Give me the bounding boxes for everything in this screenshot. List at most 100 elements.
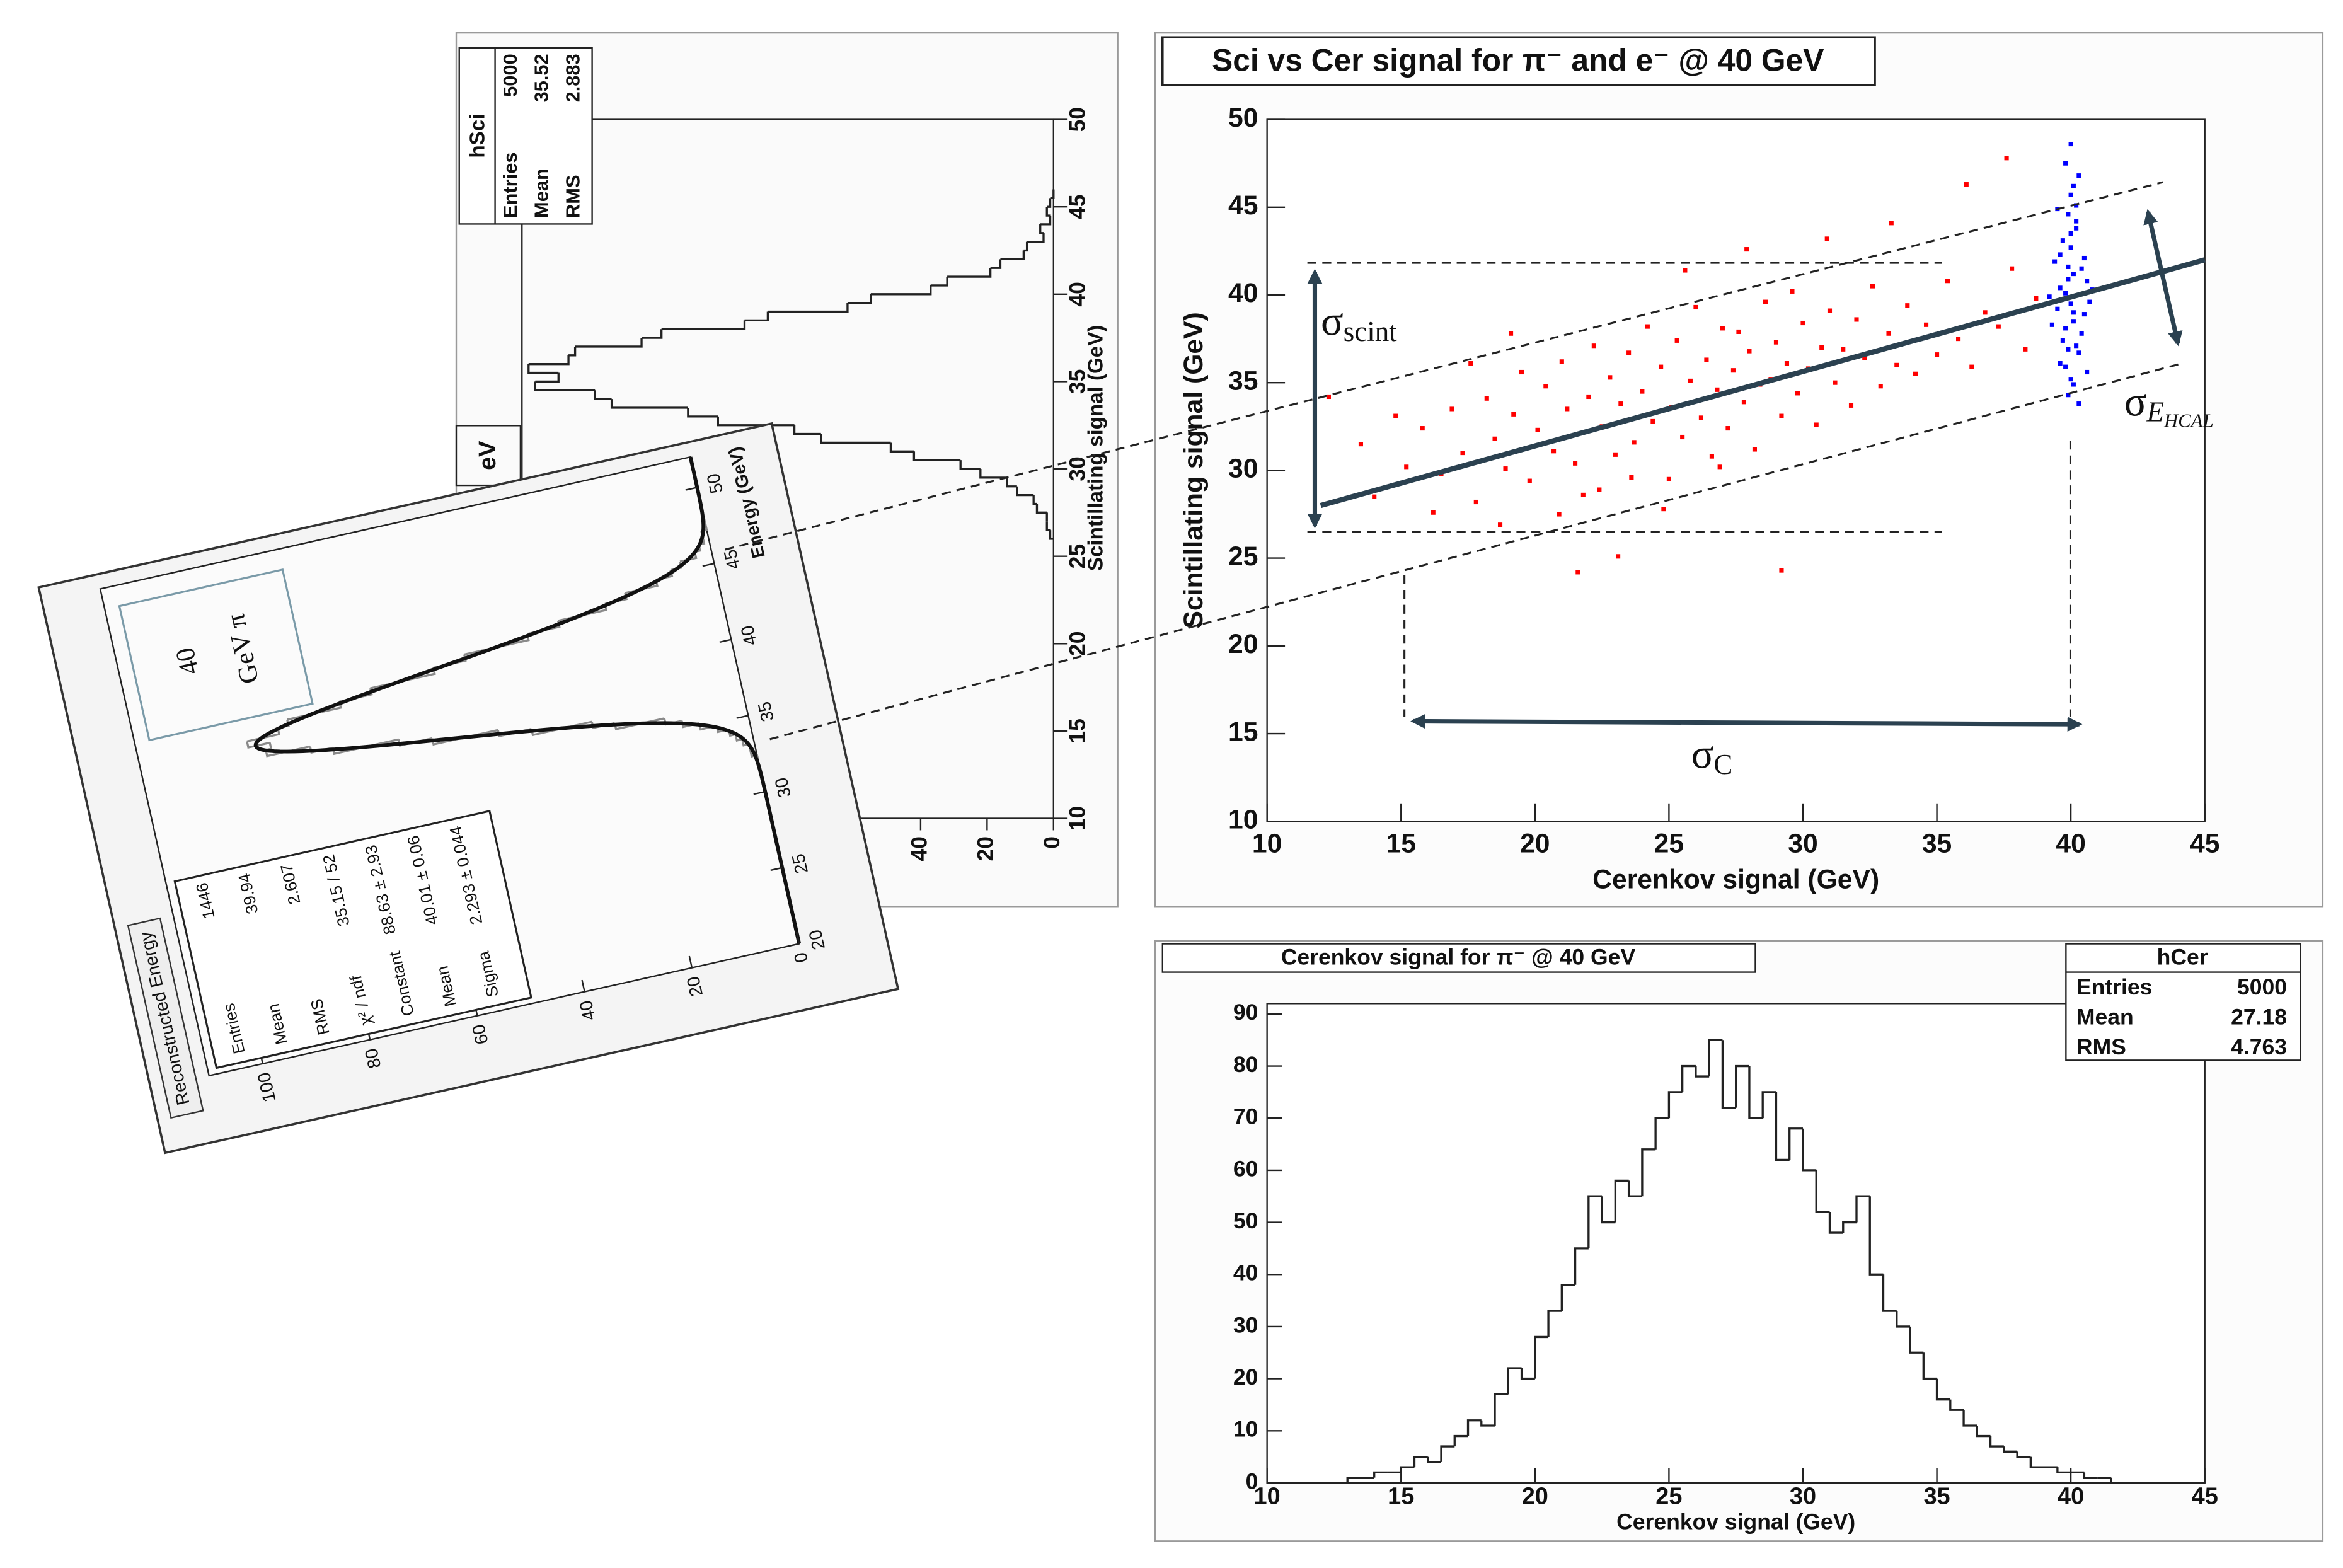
histogram-bin — [912, 451, 961, 461]
histogram-bin — [1882, 1274, 1897, 1312]
histogram-bin — [1721, 1040, 1736, 1109]
histogram-bin — [1587, 1195, 1603, 1248]
point — [1720, 326, 1725, 331]
stats-name: Mean — [531, 168, 553, 218]
point — [1629, 475, 1634, 480]
histogram-bin — [1480, 1420, 1495, 1427]
histogram-bin — [1016, 486, 1034, 497]
arrow — [1410, 713, 2083, 732]
x-tick-label: 30 — [1788, 828, 1817, 858]
histogram-bin — [1855, 1195, 1870, 1223]
histogram-bin — [820, 434, 891, 444]
y-tick-label: 20 — [1233, 1364, 1258, 1390]
annotation: σEHCAL — [2124, 379, 2214, 432]
x-tick-label: 10 — [1254, 1484, 1281, 1510]
annotation-symbol: σ — [1321, 299, 1344, 345]
histogram-bin — [528, 355, 570, 366]
histogram-bin — [1976, 1425, 1991, 1438]
stats-value: 2.883 — [561, 54, 584, 102]
point — [1741, 400, 1746, 405]
point — [1956, 337, 1961, 342]
histogram-bin — [535, 372, 560, 383]
point — [1559, 359, 1564, 364]
point — [1535, 427, 1540, 432]
point — [1744, 247, 1749, 252]
x-tick-label: 40 — [2058, 1484, 2084, 1510]
point — [1889, 221, 1894, 226]
chart-title: eV — [475, 441, 501, 470]
annotation-subsubscript: HCAL — [2163, 410, 2214, 432]
histogram-bin — [1735, 1064, 1749, 1108]
point — [1680, 434, 1685, 440]
y-tick-label: 35 — [1228, 366, 1258, 396]
point — [1484, 396, 1489, 401]
y-tick-label: 40 — [1233, 1260, 1258, 1286]
point — [1923, 322, 1929, 327]
point — [1632, 440, 1637, 445]
stats-name: RMS — [2076, 1034, 2126, 1059]
point — [1503, 466, 1508, 471]
point — [1715, 387, 1720, 392]
annotation: σscint — [1321, 299, 1397, 347]
annotation-subscript: scint — [1344, 316, 1398, 347]
histogram-bin — [1023, 241, 1028, 252]
point — [1824, 236, 1829, 241]
point — [2063, 291, 2068, 296]
guide-lines — [725, 181, 2184, 741]
point — [2068, 141, 2073, 147]
histogram-bin — [1601, 1196, 1616, 1224]
fit-curve — [253, 456, 802, 945]
histogram-bin — [1574, 1247, 1589, 1285]
histogram-bin — [1614, 1179, 1629, 1223]
point — [2076, 350, 2081, 355]
point — [1848, 403, 1854, 408]
stats-value: 4.763 — [2231, 1034, 2287, 1059]
y-tick-label: 80 — [361, 1046, 385, 1070]
y-tick-label: 45 — [1228, 190, 1258, 221]
x-tick-label: 35 — [1922, 828, 1952, 858]
point — [1372, 494, 1377, 499]
point — [1814, 422, 1819, 427]
point — [1683, 268, 1688, 273]
x-tick-label: 15 — [1388, 1484, 1414, 1510]
point — [1511, 412, 1516, 417]
point — [1586, 394, 1591, 400]
point — [2063, 364, 2068, 369]
histogram-bin — [1373, 1471, 1388, 1478]
point — [2085, 279, 2090, 284]
point — [1717, 464, 1722, 470]
x-tick-label: 30 — [1790, 1484, 1816, 1510]
point — [1790, 289, 1795, 294]
point — [1650, 418, 1655, 424]
histogram-bin — [1641, 1148, 1656, 1197]
tick-mark — [685, 487, 698, 491]
x-tick-label: 15 — [1064, 718, 1090, 744]
y-tick-label: 0 — [1246, 1468, 1258, 1494]
point — [2049, 322, 2054, 327]
stats-value: 27.18 — [2231, 1004, 2287, 1029]
tick-mark — [787, 943, 800, 947]
histogram-bin — [1040, 216, 1052, 226]
histogram-bin — [1507, 1367, 1522, 1395]
histogram-bin — [1828, 1212, 1843, 1234]
histogram-bin — [661, 320, 746, 330]
point — [2071, 310, 2076, 315]
histogram-bin — [610, 399, 688, 409]
point — [1964, 182, 1969, 187]
stats-title: hCer — [2157, 945, 2208, 970]
point — [1709, 454, 1714, 459]
point — [1725, 426, 1730, 431]
point — [1698, 415, 1703, 420]
point — [1661, 507, 1666, 512]
histogram-bin — [1922, 1352, 1937, 1380]
point — [2087, 299, 2092, 304]
plot-frame — [1266, 118, 2206, 822]
y-tick-label: 20 — [973, 836, 998, 862]
y-tick-label: 50 — [1228, 103, 1258, 133]
panel-label: 40 — [170, 645, 205, 677]
histogram-bin — [1627, 1180, 1642, 1197]
point — [1626, 350, 1632, 355]
point — [1819, 345, 1824, 350]
y-tick-label: 0 — [1039, 836, 1064, 849]
